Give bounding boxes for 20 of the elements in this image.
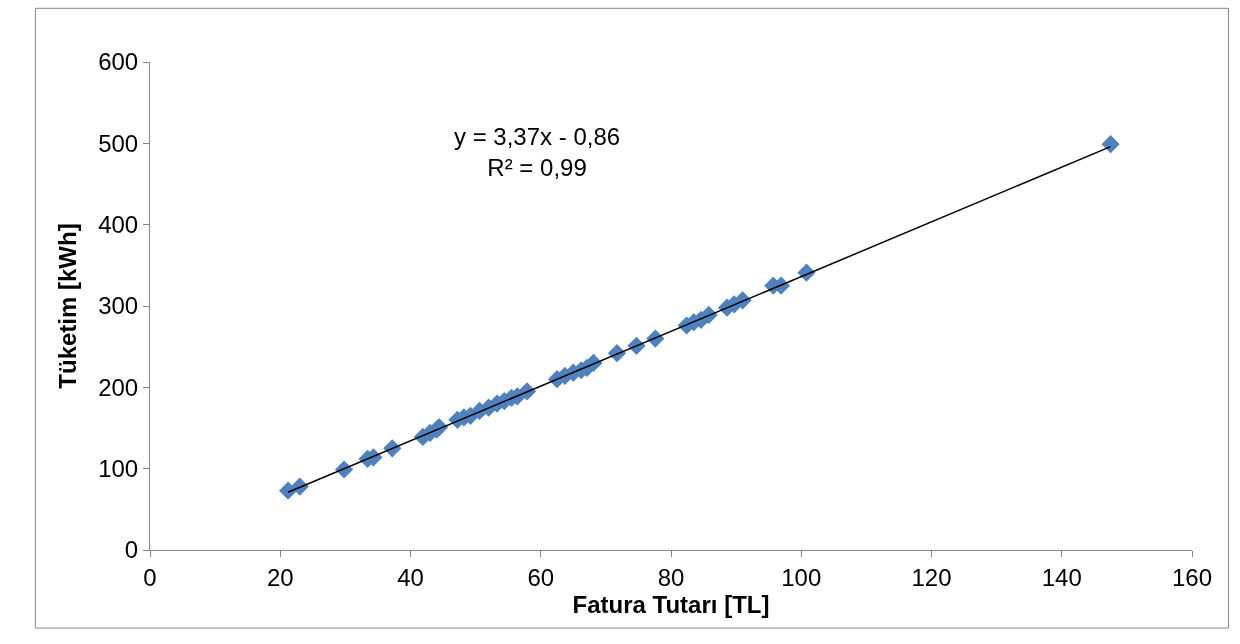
- x-tick-label: 160: [1171, 563, 1213, 591]
- x-tick-label: 120: [911, 563, 952, 591]
- y-tick-label: 400: [98, 211, 139, 239]
- y-tick-label: 300: [98, 292, 139, 320]
- x-tick-label: 60: [527, 563, 555, 591]
- y-tick-label: 500: [98, 129, 139, 157]
- y-axis-title: Tüketim [kWh]: [54, 223, 82, 389]
- y-tick-label: 0: [124, 536, 139, 564]
- x-tick-label: 140: [1041, 563, 1082, 591]
- x-tick-label: 100: [781, 563, 822, 591]
- annotation: y = 3,37x - 0,86 R² = 0,99: [454, 123, 621, 182]
- x-tick-label: 40: [397, 563, 424, 591]
- y-tick-label: 100: [98, 455, 139, 483]
- y-tick-label: 600: [98, 48, 139, 76]
- y-tick-label: 200: [98, 373, 139, 401]
- x-tick-label: 0: [143, 563, 157, 591]
- x-tick-label: 80: [657, 563, 685, 591]
- x-tick-label: 20: [266, 563, 294, 591]
- point: [1101, 135, 1120, 154]
- x-axis-title: Fatura Tutarı [TL]: [572, 590, 770, 618]
